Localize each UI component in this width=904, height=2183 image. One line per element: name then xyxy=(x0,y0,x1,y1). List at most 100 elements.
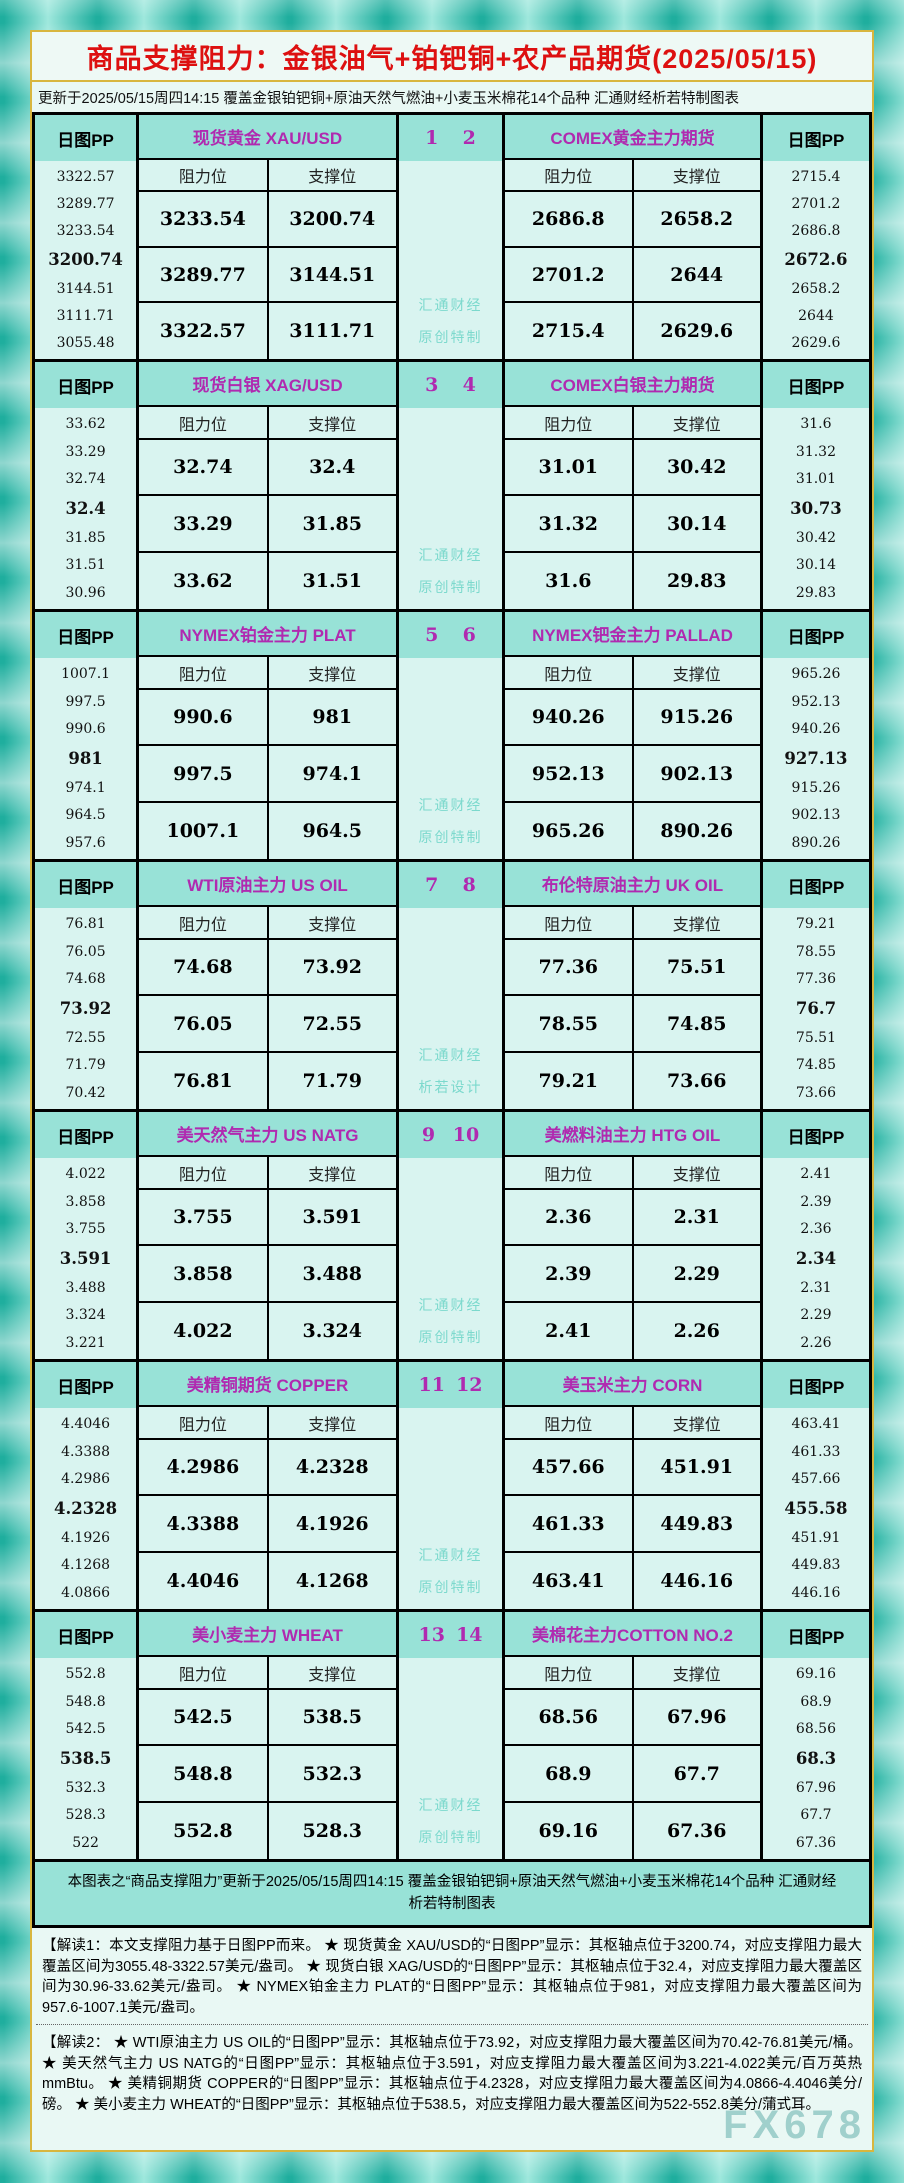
update-subtitle: 更新于2025/05/15周四14:15 覆盖金银铂钯铜+原油天然气燃油+小麦玉… xyxy=(38,90,739,107)
resistance-value: 463.41 xyxy=(505,1552,634,1609)
pp-value: 3.221 xyxy=(65,1335,106,1352)
commodity-blocks: 日图PP 3322.57 3289.77 3233.54 3200.74 314… xyxy=(32,112,872,1862)
pp-value: 957.6 xyxy=(65,835,106,852)
left-pp-header: 日图PP xyxy=(35,862,137,908)
index-numbers: 1 2 xyxy=(398,115,503,161)
resistance-value: 79.21 xyxy=(505,1052,634,1109)
index-number-right: 4 xyxy=(462,374,476,396)
resistance-value: 4.4046 xyxy=(139,1552,269,1609)
column-headers: 阻力位 支撑位 xyxy=(505,907,760,941)
pp-value: 4.022 xyxy=(65,1165,106,1182)
index-numbers: 7 8 xyxy=(398,862,503,908)
table-row: 2.39 2.29 xyxy=(505,1246,760,1303)
support-header: 支撑位 xyxy=(308,169,357,187)
page-title: 商品支撑阻力：金银油气+铂钯铜+农产品期货(2025/05/15) xyxy=(32,32,872,82)
left-instrument-name: NYMEX铂金主力 PLAT xyxy=(139,612,396,658)
right-instrument-table: COMEX黄金主力期货 阻力位 支撑位 2686.8 2658.2 2701.2… xyxy=(505,115,760,360)
table-row: 31.32 30.14 xyxy=(505,496,760,553)
resistance-header: 阻力位 xyxy=(505,1157,634,1189)
resistance-header: 阻力位 xyxy=(139,907,269,939)
right-pp-header: 日图PP xyxy=(762,862,869,908)
table-row: 3.858 3.488 xyxy=(139,1246,396,1303)
table-row: 32.74 32.4 xyxy=(139,440,396,497)
pp-value: 446.16 xyxy=(791,1585,841,1602)
watermark-line: 原创特制 xyxy=(418,579,483,595)
pp-value: 902.13 xyxy=(791,807,841,824)
table-row: 2.36 2.31 xyxy=(505,1190,760,1247)
pp-value: 542.5 xyxy=(65,1721,106,1738)
support-value: 538.5 xyxy=(302,1706,363,1729)
right-pp-header: 日图PP xyxy=(762,362,869,408)
support-value: 75.51 xyxy=(666,956,727,979)
right-instrument-table: 美玉米主力 CORN 阻力位 支撑位 457.66 451.91 461.33 … xyxy=(505,1362,760,1609)
index-number-left: 13 xyxy=(418,1624,445,1646)
resistance-value: 2.39 xyxy=(505,1246,634,1301)
index-numbers: 11 12 xyxy=(398,1362,503,1408)
column-headers: 阻力位 支撑位 xyxy=(139,907,396,941)
right-instrument-table: 美燃料油主力 HTG OIL 阻力位 支撑位 2.36 2.31 2.39 2.… xyxy=(505,1112,760,1359)
support-value: 528.3 xyxy=(302,1819,363,1842)
pp-value: 2.31 xyxy=(800,1279,832,1296)
pp-value: 67.96 xyxy=(795,1779,836,1796)
pp-value: 4.3388 xyxy=(61,1443,111,1460)
watermark-area: 汇通财经 原创特制 xyxy=(398,658,503,859)
support-value: 2.26 xyxy=(673,1319,720,1342)
right-pp-header: 日图PP xyxy=(762,612,869,658)
table-row: 3233.54 3200.74 xyxy=(139,192,396,248)
watermark-line: 原创特制 xyxy=(418,1329,483,1345)
support-header: 支撑位 xyxy=(672,916,721,934)
pp-value: 68.56 xyxy=(795,1721,836,1738)
support-value: 446.16 xyxy=(660,1569,734,1592)
commodity-block: 日图PP 76.81 76.05 74.68 73.92 72.55 71.79… xyxy=(32,862,872,1112)
pp-value: 2644 xyxy=(798,308,834,325)
support-value: 3144.51 xyxy=(289,263,376,286)
support-value: 902.13 xyxy=(660,762,734,785)
pp-value: 3111.71 xyxy=(56,308,115,325)
pp-value: 71.79 xyxy=(65,1057,106,1074)
left-pp-column: 日图PP 4.4046 4.3388 4.2986 4.2328 4.1926 … xyxy=(35,1362,140,1609)
resistance-header: 阻力位 xyxy=(139,1657,269,1689)
resistance-value: 997.5 xyxy=(139,746,269,801)
pp-value: 1007.1 xyxy=(61,665,111,682)
pp-value: 2.41 xyxy=(800,1165,832,1182)
resistance-value: 2715.4 xyxy=(505,303,634,360)
table-row: 2715.4 2629.6 xyxy=(505,303,760,360)
index-numbers: 3 4 xyxy=(398,362,503,408)
column-headers: 阻力位 支撑位 xyxy=(139,657,396,691)
column-headers: 阻力位 支撑位 xyxy=(139,1157,396,1191)
index-column: 13 14 汇通财经 原创特制 xyxy=(395,1612,506,1859)
index-column: 11 12 汇通财经 原创特制 xyxy=(395,1362,506,1609)
pp-value: 30.14 xyxy=(795,557,836,574)
right-instrument-name: 美棉花主力COTTON NO.2 xyxy=(505,1612,760,1658)
pp-value: 79.21 xyxy=(795,915,836,932)
table-row: 3322.57 3111.71 xyxy=(139,303,396,360)
left-pp-column: 日图PP 1007.1 997.5 990.6 981 974.1 964.5 … xyxy=(35,612,140,859)
resistance-value: 4.022 xyxy=(139,1302,269,1359)
watermark-line: 原创特制 xyxy=(418,1579,483,1595)
support-value: 72.55 xyxy=(302,1012,363,1035)
pp-pivot-value: 4.2328 xyxy=(53,1498,118,1518)
pp-value: 461.33 xyxy=(791,1443,841,1460)
pp-value: 67.7 xyxy=(800,1807,832,1824)
right-instrument-name: 美燃料油主力 HTG OIL xyxy=(505,1112,760,1158)
support-header: 支撑位 xyxy=(308,1666,357,1684)
table-row: 4.2986 4.2328 xyxy=(139,1440,396,1497)
pp-value: 67.36 xyxy=(795,1835,836,1852)
pp-value: 69.16 xyxy=(795,1665,836,1682)
support-value: 73.66 xyxy=(666,1069,727,1092)
resistance-value: 31.32 xyxy=(505,496,634,551)
table-row: 461.33 449.83 xyxy=(505,1496,760,1553)
resistance-header: 阻力位 xyxy=(139,657,269,689)
support-value: 974.1 xyxy=(302,762,363,785)
resistance-value: 3322.57 xyxy=(139,303,269,360)
support-value: 31.51 xyxy=(302,569,363,592)
right-pp-header: 日图PP xyxy=(762,1112,869,1158)
support-value: 71.79 xyxy=(302,1069,363,1092)
resistance-value: 940.26 xyxy=(505,690,634,745)
pp-value: 2.26 xyxy=(800,1335,832,1352)
table-row: 31.01 30.42 xyxy=(505,440,760,497)
index-column: 9 10 汇通财经 原创特制 xyxy=(395,1112,506,1359)
table-row: 4.4046 4.1268 xyxy=(139,1552,396,1609)
resistance-header: 阻力位 xyxy=(505,1657,634,1689)
commodity-block: 日图PP 4.4046 4.3388 4.2986 4.2328 4.1926 … xyxy=(32,1362,872,1612)
